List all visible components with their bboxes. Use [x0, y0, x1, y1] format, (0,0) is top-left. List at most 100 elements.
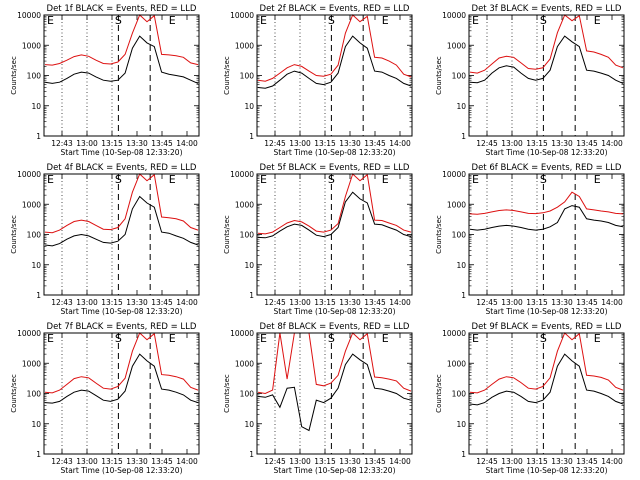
series-lld-line — [44, 332, 199, 394]
plot-frame — [468, 14, 625, 137]
y-axis-label: Counts/sec — [10, 374, 18, 413]
y-tick-label: 100 — [452, 72, 467, 81]
y-axis-label: Counts/sec — [10, 56, 18, 95]
x-tick-label: 12:43 — [51, 139, 73, 148]
x-tick-label: 12:43 — [51, 457, 73, 466]
y-tick-label: 1000 — [22, 359, 41, 368]
x-axis-label: Start Time (10-Sep-08 12:33:20) — [61, 148, 183, 157]
x-tick-label: 13:15 — [101, 298, 123, 307]
y-tick-label: 1000 — [235, 359, 254, 368]
y-axis-label: Counts/sec — [223, 215, 231, 254]
panel-title: Det 6f BLACK = Events, RED = LLD — [472, 163, 622, 173]
x-tick-label: 13:15 — [101, 457, 123, 466]
flare-end-mark-left: E — [472, 14, 479, 27]
flare-start-mark: S — [540, 332, 547, 345]
y-tick-label: 10000 — [442, 329, 466, 338]
series-lld-line — [469, 14, 624, 74]
y-tick-label: 10 — [244, 261, 254, 270]
series-lld-line — [44, 173, 199, 234]
y-tick-label: 1000 — [22, 200, 41, 209]
plot-frame — [256, 332, 413, 455]
x-tick-label: 14:00 — [601, 139, 623, 148]
x-tick-label: 12:45 — [264, 457, 286, 466]
detector-panel-6: Det 6f BLACK = Events, RED = LLD Counts/s… — [435, 163, 625, 316]
x-tick-label: 12:43 — [51, 298, 73, 307]
y-tick-label: 10 — [31, 261, 41, 270]
panel-title: Det 2f BLACK = Events, RED = LLD — [260, 4, 410, 14]
y-tick-label: 1 — [36, 132, 41, 141]
flare-end-mark: E — [169, 173, 176, 186]
flare-end-mark: E — [382, 173, 389, 186]
panel-title: Det 3f BLACK = Events, RED = LLD — [472, 4, 622, 14]
y-tick-label: 10 — [244, 420, 254, 429]
flare-end-mark-left: E — [260, 332, 267, 345]
flare-end-mark-left: E — [47, 332, 54, 345]
x-tick-label: 13:30 — [551, 139, 573, 148]
series-events-line — [257, 353, 412, 432]
y-tick-label: 10 — [456, 261, 466, 270]
flare-end-mark-left: E — [260, 14, 267, 27]
y-tick-label: 100 — [452, 390, 467, 399]
flare-end-mark-left: E — [47, 14, 54, 27]
series-events-line — [257, 35, 412, 89]
y-tick-label: 1000 — [235, 41, 254, 50]
flare-start-mark: S — [328, 14, 335, 27]
series-events-line — [44, 353, 199, 404]
x-tick-label: 12:45 — [264, 139, 286, 148]
detector-panel-2: Det 2f BLACK = Events, RED = LLD Counts/s… — [223, 4, 413, 157]
x-tick-label: 13:45 — [364, 298, 386, 307]
x-tick-label: 13:00 — [501, 457, 523, 466]
x-tick-label: 14:00 — [176, 139, 198, 148]
y-tick-label: 1 — [461, 291, 466, 300]
x-tick-label: 13:45 — [151, 139, 173, 148]
panel-title: Det 9f BLACK = Events, RED = LLD — [472, 322, 622, 332]
detector-panel-4: Det 4f BLACK = Events, RED = LLD Counts/s… — [10, 163, 200, 316]
x-tick-label: 13:15 — [314, 139, 336, 148]
x-tick-label: 12:45 — [264, 298, 286, 307]
series-lld-line — [257, 332, 412, 395]
x-axis-label: Start Time (10-Sep-08 12:33:20) — [274, 466, 396, 475]
x-tick-label: 13:45 — [576, 457, 598, 466]
y-axis-label: Counts/sec — [223, 374, 231, 413]
y-tick-label: 100 — [27, 72, 42, 81]
flare-end-mark: E — [169, 14, 176, 27]
x-tick-label: 14:00 — [389, 139, 411, 148]
panel-title: Det 4f BLACK = Events, RED = LLD — [47, 163, 197, 173]
x-tick-label: 13:00 — [76, 457, 98, 466]
y-tick-label: 1 — [36, 291, 41, 300]
y-tick-label: 1000 — [235, 200, 254, 209]
flare-end-mark: E — [594, 332, 601, 345]
x-axis-label: Start Time (10-Sep-08 12:33:20) — [486, 307, 608, 316]
plot-frame — [256, 14, 413, 137]
flare-start-mark: S — [115, 14, 122, 27]
y-axis-label: Counts/sec — [10, 215, 18, 254]
y-tick-label: 10000 — [442, 11, 466, 20]
detector-panel-1: Det 1f BLACK = Events, RED = LLD Counts/s… — [10, 4, 200, 157]
y-tick-label: 1000 — [447, 359, 466, 368]
flare-start-mark: S — [540, 14, 547, 27]
y-tick-label: 1 — [249, 450, 254, 459]
series-events-line — [257, 191, 412, 239]
plot-frame — [468, 332, 625, 455]
flare-end-mark: E — [382, 332, 389, 345]
flare-end-mark: E — [594, 14, 601, 27]
y-tick-label: 1 — [461, 132, 466, 141]
x-tick-label: 13:45 — [151, 298, 173, 307]
x-tick-label: 13:15 — [526, 139, 548, 148]
x-tick-label: 13:00 — [76, 298, 98, 307]
plot-frame — [43, 332, 200, 455]
detector-panel-9: Det 9f BLACK = Events, RED = LLD Counts/s… — [435, 322, 625, 475]
x-tick-label: 12:45 — [476, 298, 498, 307]
plot-frame — [468, 173, 625, 296]
series-events-line — [44, 195, 199, 247]
x-tick-label: 13:00 — [289, 457, 311, 466]
series-lld-line — [257, 14, 412, 82]
flare-end-mark: E — [382, 14, 389, 27]
y-tick-label: 1 — [249, 291, 254, 300]
x-axis-label: Start Time (10-Sep-08 12:33:20) — [274, 307, 396, 316]
y-tick-label: 10000 — [17, 329, 41, 338]
series-events-line — [469, 353, 624, 406]
y-tick-label: 10000 — [230, 329, 254, 338]
y-tick-label: 10 — [456, 102, 466, 111]
y-tick-label: 10000 — [17, 11, 41, 20]
